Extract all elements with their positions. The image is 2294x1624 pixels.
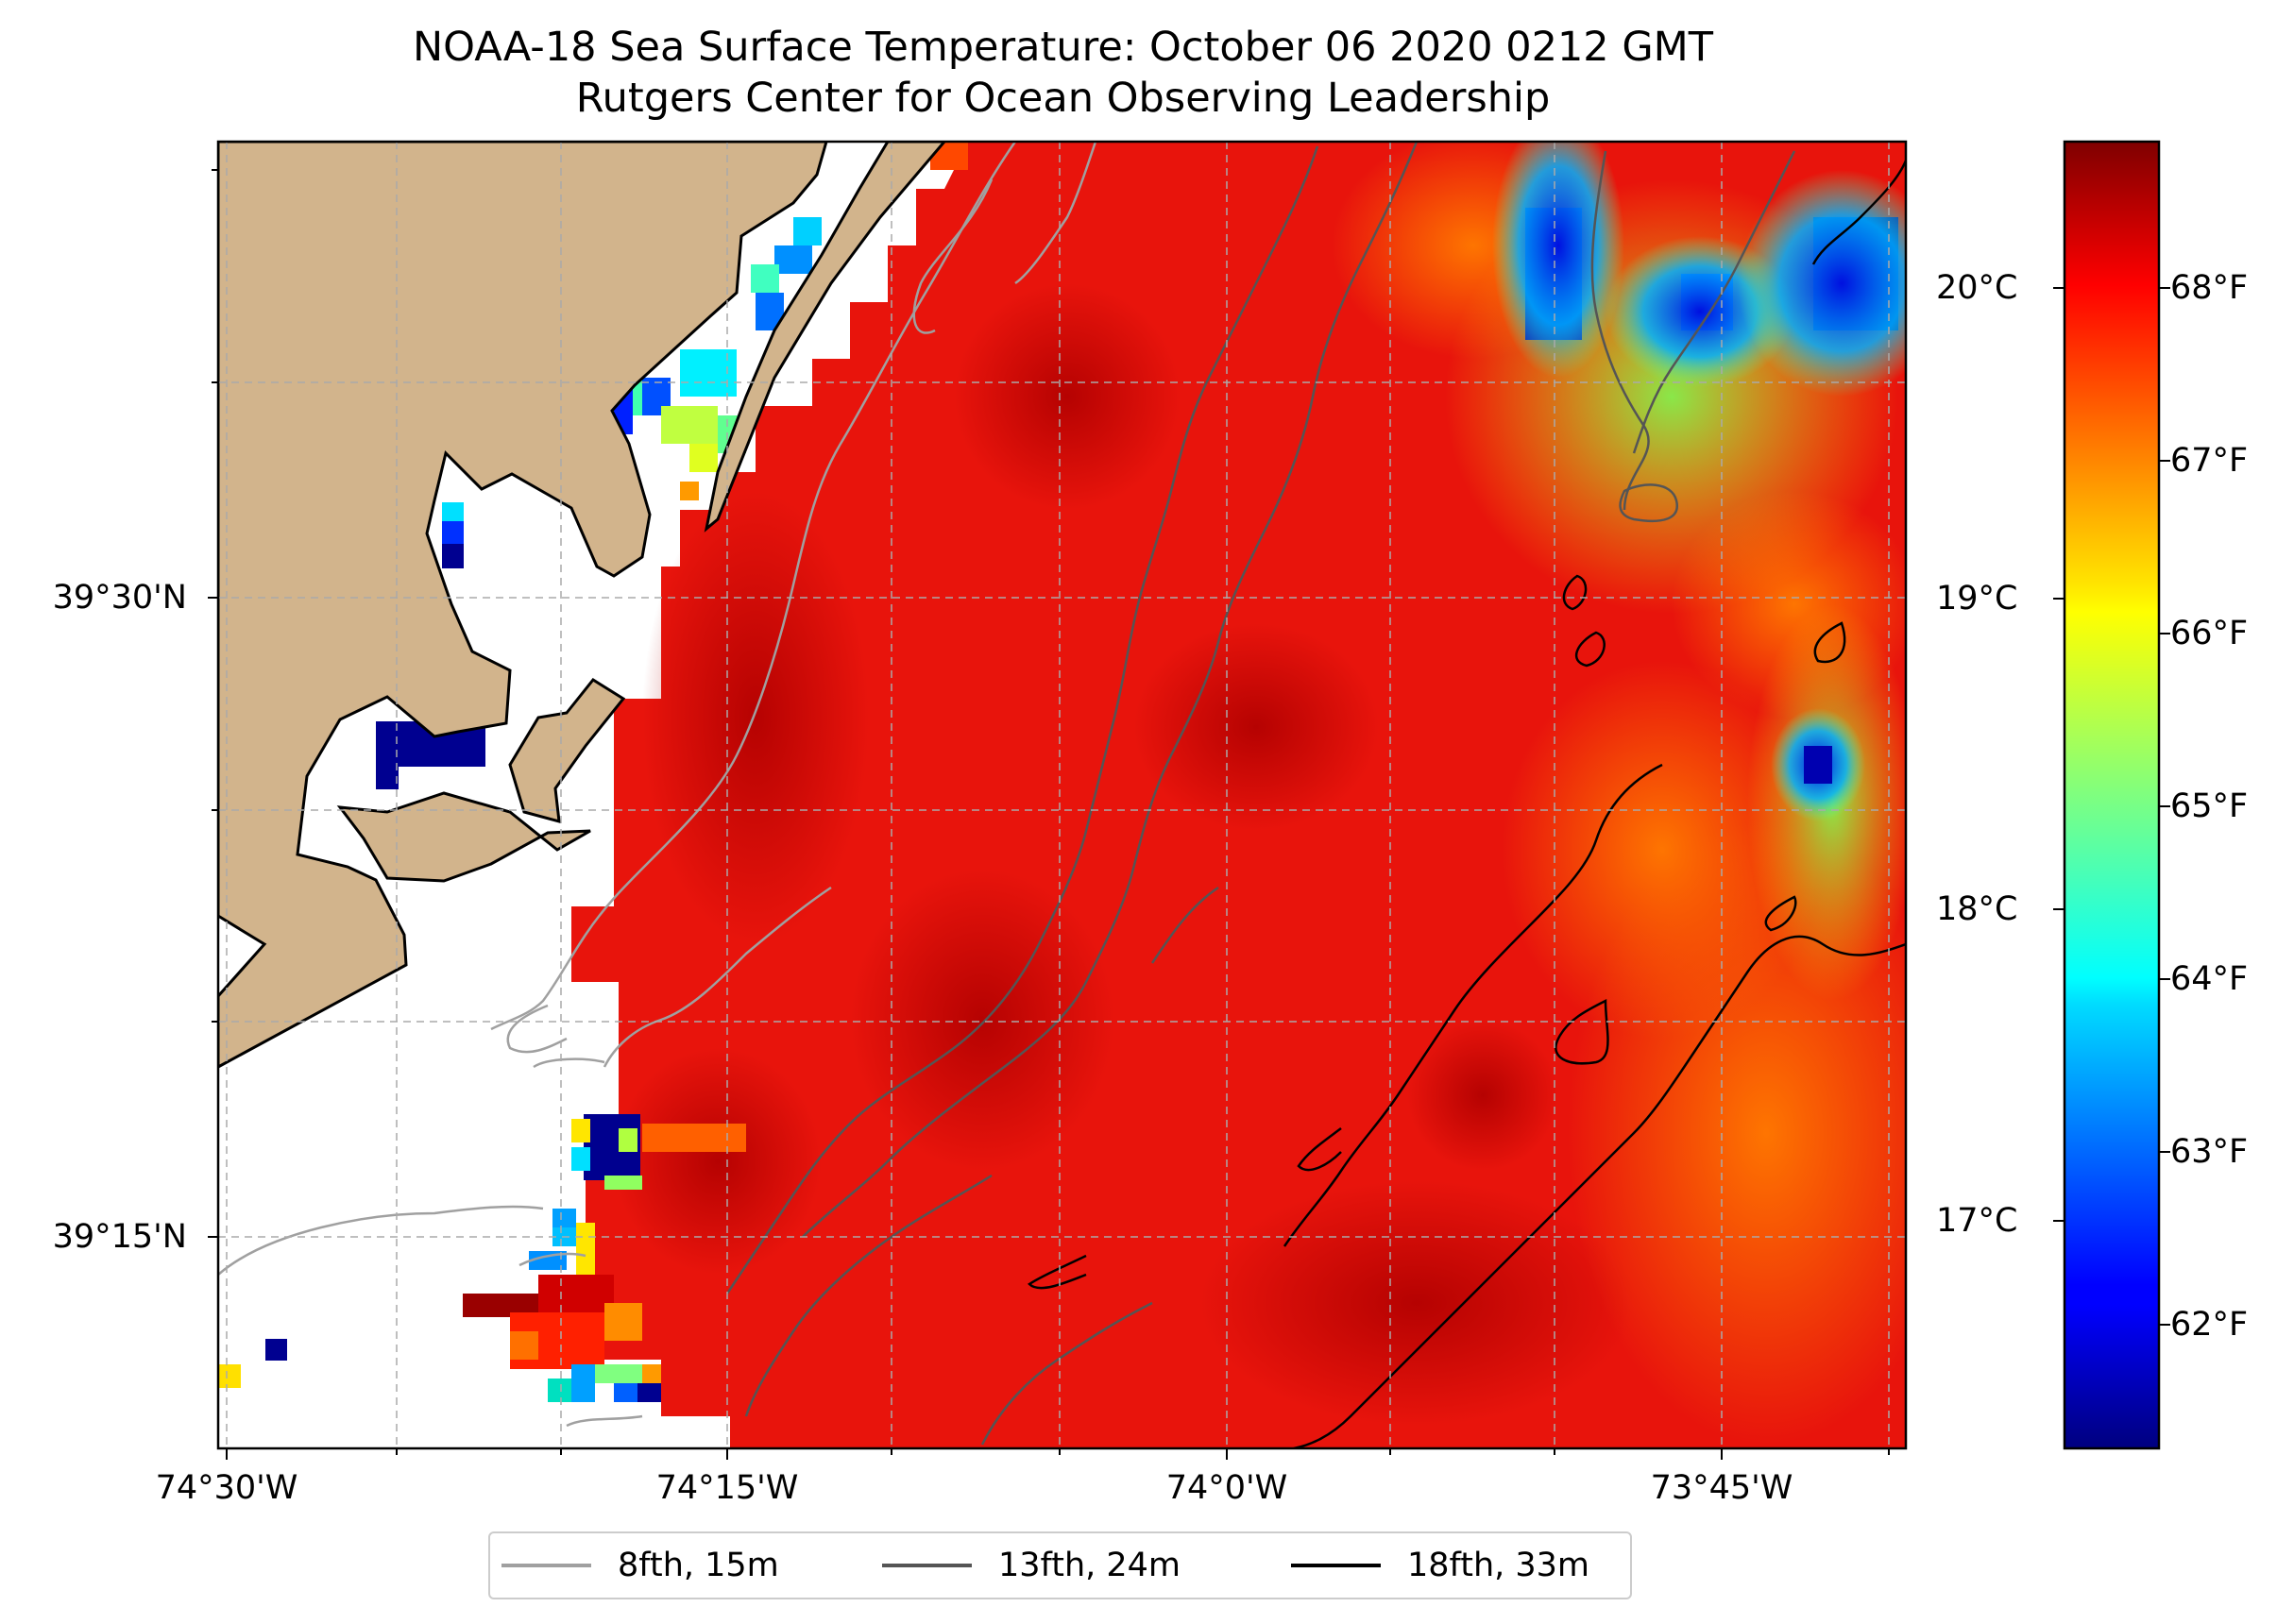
colorbar-frame <box>2063 140 2161 1450</box>
colorbar-ticks <box>2053 287 2170 1326</box>
colorbar-celsius-tick: 19°C <box>1936 580 2018 617</box>
map-title: NOAA-18 Sea Surface Temperature: October… <box>412 24 1714 71</box>
colorbar-fahrenheit-tick: 64°F <box>2170 960 2249 998</box>
colorbar-fahrenheit-tick: 63°F <box>2170 1133 2249 1171</box>
colorbar-fahrenheit-tick: 62°F <box>2170 1306 2249 1344</box>
isobath-13fth <box>725 142 1796 1446</box>
legend-label: 18fth, 33m <box>1407 1547 1590 1584</box>
map-ticks <box>208 169 1890 1460</box>
isobath-8fth <box>218 142 1097 1428</box>
isobath-18fth <box>1028 160 1906 1448</box>
legend-swatch <box>1291 1564 1381 1567</box>
lat-label-39-30: 39°30'N <box>52 579 187 617</box>
lon-label-73-45: 73°45'W <box>1650 1469 1793 1507</box>
sst-field <box>571 142 1906 1448</box>
land <box>218 142 946 1069</box>
map-frame <box>216 140 1908 1450</box>
legend-label: 13fth, 24m <box>998 1547 1181 1584</box>
colorbar-gradient <box>2065 142 2159 1448</box>
lon-label-74-15: 74°15'W <box>655 1469 799 1507</box>
colorbar-fahrenheit-tick: 67°F <box>2170 442 2249 480</box>
lon-label-74-30: 74°30'W <box>155 1469 298 1507</box>
legend-item-8fth: 8fth, 15m <box>501 1533 779 1598</box>
colorbar-fahrenheit-tick: 65°F <box>2170 787 2249 825</box>
colorbar-fahrenheit-tick: 66°F <box>2170 615 2249 652</box>
colorbar-celsius-tick: 20°C <box>1936 269 2018 307</box>
colorbar-celsius-tick: 18°C <box>1936 890 2018 928</box>
lon-label-74-0: 74°0'W <box>1165 1469 1288 1507</box>
map-gridlines <box>218 142 1906 1448</box>
map-subtitle: Rutgers Center for Ocean Observing Leade… <box>575 75 1551 122</box>
legend-item-18fth: 18fth, 33m <box>1291 1533 1589 1598</box>
legend-label: 8fth, 15m <box>618 1547 779 1584</box>
legend-item-13fth: 13fth, 24m <box>882 1533 1181 1598</box>
colorbar-fahrenheit-tick: 68°F <box>2170 269 2249 307</box>
legend-swatch <box>882 1564 972 1567</box>
colorbar-celsius-tick: 17°C <box>1936 1202 2018 1240</box>
lat-label-39-15: 39°15'N <box>52 1218 187 1256</box>
legend-swatch <box>501 1564 591 1567</box>
isobath-legend: 8fth, 15m 13fth, 24m 18fth, 33m <box>488 1531 1632 1599</box>
